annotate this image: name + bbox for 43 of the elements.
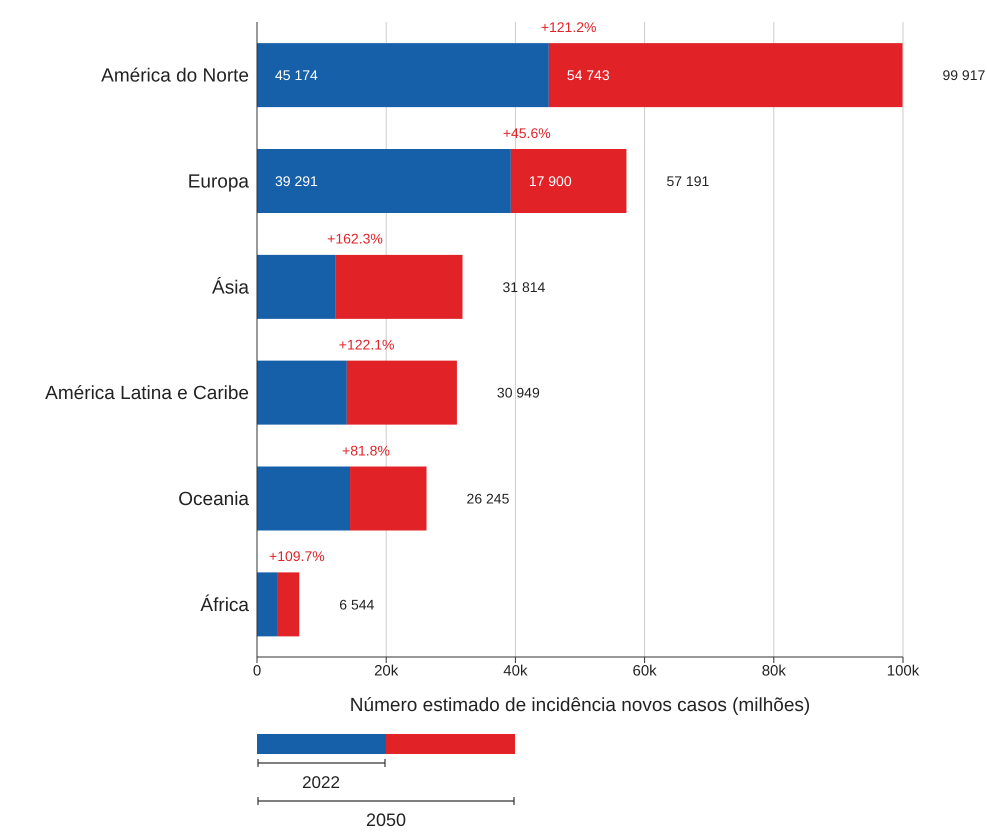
- total-label: 6 544: [339, 596, 375, 612]
- y-tick-label: América Latina e Caribe: [45, 383, 249, 404]
- bar: [257, 360, 347, 425]
- bar: [548, 43, 902, 108]
- x-tick-label: 0: [252, 662, 262, 680]
- bar: [335, 254, 463, 319]
- annotation: +122.1%: [338, 336, 394, 352]
- text: 2050: [366, 810, 406, 830]
- bar: [257, 43, 549, 108]
- x-tick-label: 60k: [632, 662, 658, 680]
- bar: [277, 572, 300, 636]
- y-tick-label: Ásia: [212, 276, 250, 298]
- total-label: 99 917: [942, 67, 986, 84]
- data-label: 45 174: [275, 67, 318, 84]
- x-tick-label: 100k: [886, 662, 920, 680]
- y-tick-label: Europa: [188, 171, 250, 192]
- x-axis-title: Número estimado de incidência novos casos (milhões): [350, 695, 810, 716]
- bar: [257, 149, 511, 213]
- y-tick-label: África: [200, 594, 250, 616]
- data-label: 39 291: [275, 173, 318, 189]
- x-tick-label: 80k: [762, 662, 786, 680]
- annotation: +162.3%: [327, 230, 383, 247]
- x-tick-label: 20k: [374, 662, 399, 680]
- total-label: 30 949: [496, 384, 540, 401]
- bar: [510, 149, 626, 213]
- annotation: +45.6%: [502, 124, 551, 141]
- data-label: 17 900: [528, 173, 572, 189]
- annotation: +81.8%: [342, 442, 390, 458]
- x-tick-label: 40k: [503, 662, 528, 680]
- total-label: 31 814: [502, 278, 546, 295]
- y-tick-label: América do Norte: [101, 66, 249, 87]
- bar: [257, 466, 350, 530]
- annotation: +121.2%: [540, 18, 596, 35]
- total-label: 57 191: [666, 173, 710, 189]
- total-label: 26 245: [466, 490, 510, 506]
- bar: [257, 254, 336, 319]
- bar: [257, 572, 278, 636]
- text: 2022: [302, 773, 340, 792]
- data-label: 54 743: [566, 67, 610, 84]
- y-tick-label: Oceania: [178, 488, 250, 510]
- annotation: +109.7%: [269, 548, 325, 564]
- bar: [350, 466, 427, 530]
- bar: [346, 360, 457, 425]
